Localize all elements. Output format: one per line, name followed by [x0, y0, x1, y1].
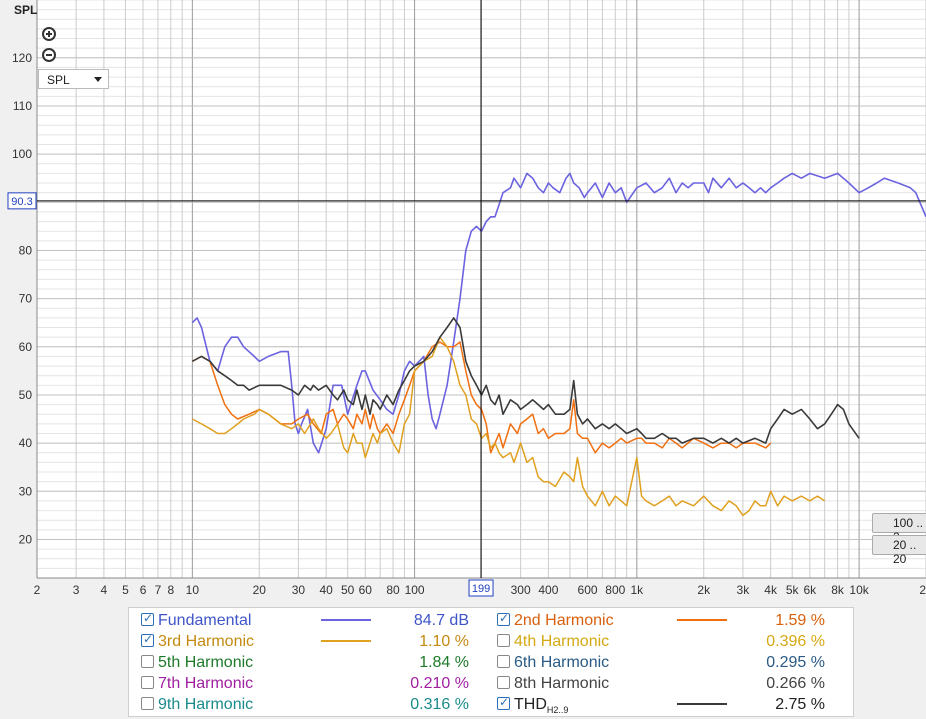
legend-series-subscript: H2..9: [546, 705, 569, 716]
range-button-2[interactable]: 20 .. 20: [872, 535, 926, 566]
legend-series-name: 7th Harmonic: [158, 675, 254, 692]
legend-checkbox[interactable]: [497, 695, 510, 710]
legend-series-value: 2.75 %: [775, 696, 825, 713]
legend-series-value: 1.10 %: [419, 633, 469, 650]
legend-series-name: 5th Harmonic: [158, 654, 254, 671]
legend-line-swatch: [321, 640, 371, 642]
y-tick-label: 70: [19, 292, 33, 306]
legend-series-value: 1.59 %: [775, 612, 825, 629]
legend-series-value: 0.396 %: [766, 633, 825, 650]
y-tick-label: 100: [12, 147, 32, 161]
cursor-y-readout: 90.3: [11, 196, 32, 208]
y-tick-label: 110: [13, 99, 32, 113]
x-tick-label: 10: [186, 583, 200, 597]
x-tick-label: 5k: [786, 583, 800, 597]
x-tick-label: 600: [578, 583, 598, 597]
legend-line-swatch: [677, 703, 727, 705]
cursor-x-readout: 199: [472, 583, 490, 595]
x-tick-label: 100: [405, 583, 425, 597]
x-tick-label: 3: [73, 583, 80, 597]
legend-line-swatch: [677, 619, 727, 621]
zoom-in-icon[interactable]: [42, 27, 56, 41]
legend-series-name: 4th Harmonic: [514, 633, 610, 650]
legend-series-value: 1.84 %: [419, 654, 469, 671]
legend-series-name: THDH2..9: [514, 696, 569, 716]
x-tick-label: 3k: [737, 583, 751, 597]
legend-checkbox[interactable]: [141, 632, 154, 647]
series-line: [191, 317, 860, 444]
legend-checkbox[interactable]: [141, 697, 154, 710]
legend-series-value: 0.266 %: [766, 675, 825, 692]
spl-chart[interactable]: 2030405060708090100110120SPL234567810203…: [0, 0, 926, 600]
spl-select-value: SPL: [47, 73, 70, 87]
y-tick-label: 50: [19, 388, 33, 402]
x-tick-label: 30: [292, 583, 306, 597]
y-tick-label: 20: [19, 532, 33, 546]
y-tick-label: 30: [19, 484, 33, 498]
legend-series-name: 6th Harmonic: [514, 654, 610, 671]
x-tick-label: 4: [101, 583, 108, 597]
x-tick-label: 50: [341, 583, 355, 597]
zoom-out-icon[interactable]: [42, 48, 56, 62]
x-tick-label: 1k: [631, 583, 645, 597]
legend-checkbox[interactable]: [141, 611, 154, 626]
y-tick-label: 40: [19, 436, 33, 450]
x-tick-label: 800: [605, 583, 625, 597]
y-tick-label: 80: [19, 243, 33, 257]
series-line: [191, 336, 826, 517]
cursor-y-readout-box: [7, 192, 37, 210]
legend-series-name: 9th Harmonic: [158, 696, 254, 713]
y-tick-label: 60: [19, 340, 33, 354]
legend-checkbox[interactable]: [141, 655, 154, 668]
x-tick-label: 6: [140, 583, 147, 597]
x-tick-label: 5: [122, 583, 129, 597]
legend-checkbox[interactable]: [497, 611, 510, 626]
x-tick-label: 8: [167, 583, 174, 597]
x-tick-label: 80: [386, 583, 400, 597]
legend-series-value: 0.210 %: [410, 675, 469, 692]
x-tick-label: 6k: [803, 583, 817, 597]
y-tick-label: 120: [12, 51, 32, 65]
series-line: [191, 172, 926, 454]
legend-series-value: 0.295 %: [766, 654, 825, 671]
x-tick-label: 60: [359, 583, 373, 597]
legend-series-value: 84.7 dB: [413, 612, 469, 629]
legend-series-name: 3rd Harmonic: [158, 633, 255, 650]
y-axis-label: SPL: [14, 3, 37, 17]
legend-series-name: Fundamental: [158, 612, 252, 629]
chevron-down-icon: [94, 77, 102, 82]
x-tick-label: 10k: [849, 583, 869, 597]
legend-checkbox[interactable]: [497, 655, 510, 668]
x-tick-label: 300: [511, 583, 531, 597]
legend-series-name: 2nd Harmonic: [514, 612, 614, 629]
legend-panel: Fundamental 84.7 dB 2nd Harmonic 1.59 % 3rd …: [128, 607, 854, 717]
x-tick-label: 8k: [831, 583, 845, 597]
range-button-1[interactable]: 100 .. 2: [872, 513, 926, 544]
cursor-x-readout-box: [468, 579, 494, 597]
x-tick-label: 2: [34, 583, 41, 597]
x-tick-label: 2k: [697, 583, 711, 597]
legend-checkbox[interactable]: [497, 676, 510, 689]
legend-checkbox[interactable]: [141, 676, 154, 689]
legend-line-swatch: [321, 619, 371, 621]
x-tick-label: 20: [253, 583, 267, 597]
x-tick-label: 7: [155, 583, 162, 597]
x-tick-label: 4k: [764, 583, 778, 597]
spl-select[interactable]: SPL: [38, 69, 109, 89]
x-tick-label: 20: [919, 583, 926, 597]
x-tick-label: 40: [319, 583, 333, 597]
legend-checkbox[interactable]: [497, 634, 510, 647]
legend-series-value: 0.316 %: [410, 696, 469, 713]
legend-series-name: 8th Harmonic: [514, 675, 610, 692]
x-tick-label: 400: [538, 583, 558, 597]
